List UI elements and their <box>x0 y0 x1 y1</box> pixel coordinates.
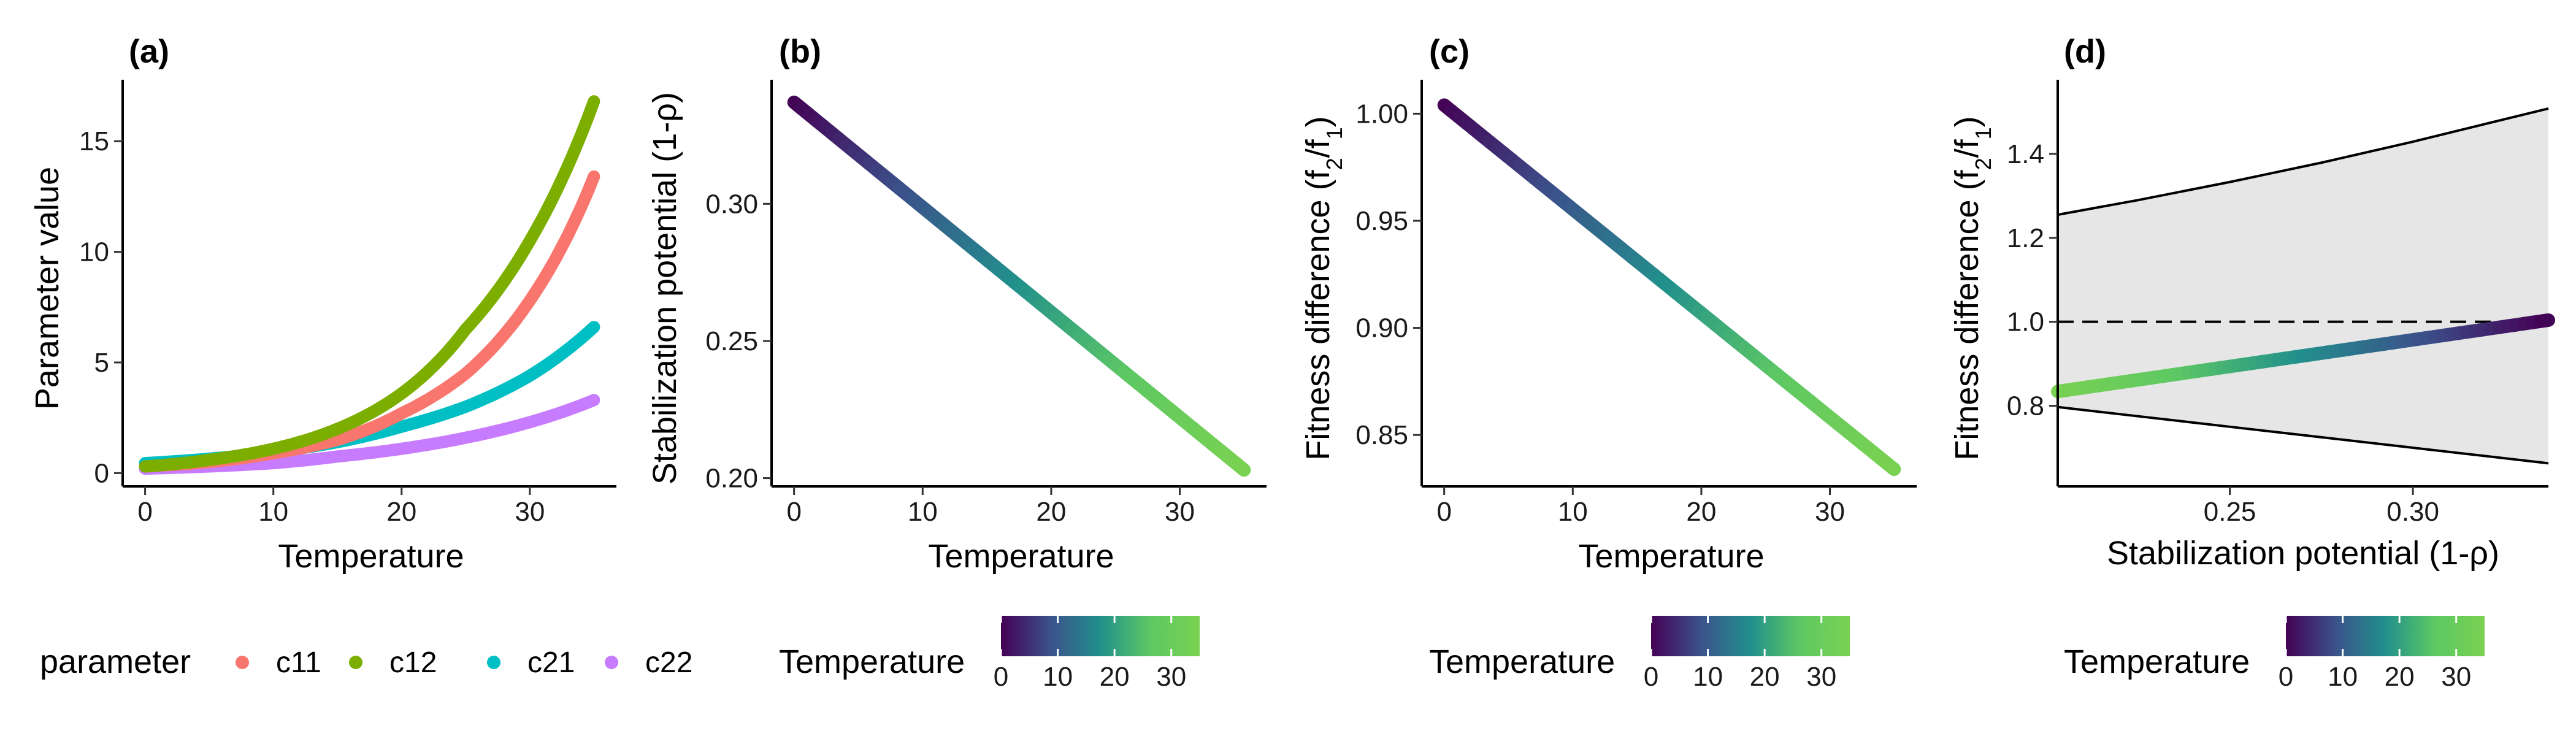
panel-d-y-tick-label: 1.4 <box>2007 139 2044 169</box>
panel-c-trajectory <box>1880 456 1901 477</box>
panel-b-y-tick-label: 0.20 <box>705 464 758 494</box>
colourbar-tick-label: 0 <box>2279 662 2293 692</box>
panel-a-plot: 0 10 20 30 0 5 10 15 <box>79 80 616 527</box>
panel-b-x-tick-label: 10 <box>908 497 938 527</box>
panel-d-x-tick-label: 0.25 <box>2204 497 2256 527</box>
legend-key-c12 <box>349 656 362 669</box>
colourbar-tick-label: 0 <box>1644 662 1658 692</box>
panel-b: (b) Stabilization potential (1-ρ) Temper… <box>646 33 1267 575</box>
panel-a-x-tick-label: 10 <box>258 497 288 527</box>
panel-c: (c) Fitness difference (f2/f1) Temperatu… <box>1300 33 1917 575</box>
temperature-colourbar <box>1001 616 1200 656</box>
legend-label-c12: c12 <box>389 646 437 679</box>
parameter-legend-items: c11 c12 c21 c22 <box>236 646 692 679</box>
panel-a-x-tick-label: 30 <box>515 497 545 527</box>
legend-key-c21 <box>487 656 500 669</box>
legend-label-c22: c22 <box>645 646 692 679</box>
panel-d-tag: (d) <box>2064 33 2106 70</box>
legend-key-c11 <box>236 656 249 669</box>
panel-d-xlabel: Stabilization potential (1-ρ) <box>2107 535 2499 572</box>
panel-b-x-tick-label: 30 <box>1165 497 1195 527</box>
panel-d-y-tick-label: 0.8 <box>2007 391 2044 421</box>
colourbar-tick-label: 20 <box>2385 662 2415 692</box>
temperature-legend-title: Temperature <box>2064 643 2250 680</box>
panel-b-ylabel: Stabilization potential (1-ρ) <box>646 92 683 485</box>
panel-c-xlabel: Temperature <box>1578 538 1764 575</box>
colourbar-tick-label: 20 <box>1750 662 1780 692</box>
legend-label-c21: c21 <box>527 646 575 679</box>
panel-c-y-tick-label: 1.00 <box>1355 99 1408 129</box>
colourbar-tick-label: 30 <box>2441 662 2471 692</box>
panel-a-xlabel: Temperature <box>278 538 464 575</box>
colourbar-tick-label: 30 <box>1806 662 1836 692</box>
temperature-legend-3: Temperature 0 10 20 30 <box>2064 616 2485 692</box>
panel-b-tag: (b) <box>779 33 821 70</box>
panel-c-y-tick-label: 0.95 <box>1355 206 1408 236</box>
panel-a-y-tick-label: 15 <box>79 126 109 156</box>
panel-a-y-tick-label: 5 <box>94 348 109 378</box>
colourbar-tick-label: 20 <box>1100 662 1130 692</box>
coexistence-lower-boundary <box>2057 405 2549 465</box>
panel-a: (a) Parameter value Temperature 0 10 20 300… <box>29 33 616 575</box>
panel-c-x-tick-label: 30 <box>1815 497 1845 527</box>
panel-d-plot: 0.25 0.30 0.8 1.0 1.2 1.4 <box>2007 80 2555 527</box>
panel-d-trajectory <box>2533 313 2555 328</box>
panel-b-plot: 0 10 20 30 0.20 0.25 0.30 <box>705 80 1267 527</box>
panel-c-x-tick-label: 20 <box>1686 497 1716 527</box>
panel-a-x-tick-label: 0 <box>137 497 152 527</box>
panel-d: (d) Fitness difference (f2/f1) Stabiliza… <box>1949 33 2555 572</box>
panel-c-tag: (c) <box>1429 33 1470 70</box>
colourbar-tick-label: 10 <box>2328 662 2358 692</box>
panel-d-x-tick-label: 0.30 <box>2386 497 2439 527</box>
legend-label-c11: c11 <box>276 646 321 679</box>
panel-c-x-tick-label: 0 <box>1436 497 1451 527</box>
panel-d-ylabel: Fitness difference (f2/f1) <box>1949 116 1996 460</box>
temperature-colourbar <box>1651 616 1850 656</box>
panel-c-ylabel: Fitness difference (f2/f1) <box>1300 116 1347 460</box>
temperature-colourbar <box>2286 616 2485 656</box>
colourbar-tick-label: 30 <box>1156 662 1186 692</box>
panel-b-xlabel: Temperature <box>928 538 1114 575</box>
panel-c-y-tick-label: 0.90 <box>1355 313 1408 343</box>
colourbar-tick-label: 0 <box>994 662 1008 692</box>
panel-a-x-tick-label: 20 <box>386 497 416 527</box>
temperature-legend-title: Temperature <box>1429 643 1615 680</box>
panel-c-plot: 0 10 20 30 0.85 0.90 0.95 1.00 <box>1355 80 1917 527</box>
panel-a-ylabel: Parameter value <box>29 167 66 410</box>
legend-key-c22 <box>605 656 618 669</box>
panel-b-x-tick-label: 0 <box>786 497 801 527</box>
panel-b-x-tick-label: 20 <box>1036 497 1066 527</box>
colourbar-tick-label: 10 <box>1043 662 1073 692</box>
temperature-legend-title: Temperature <box>779 643 965 680</box>
coexistence-region <box>2058 108 2548 464</box>
panel-d-y-tick-label: 1.2 <box>2007 223 2044 253</box>
temperature-legend-1: Temperature 0 10 20 30 <box>779 616 1200 692</box>
coexistence-upper-boundary <box>2057 107 2549 217</box>
panel-a-tag: (a) <box>129 33 169 70</box>
panel-c-y-tick-label: 0.85 <box>1355 420 1408 450</box>
panel-d-y-tick-label: 1.0 <box>2007 307 2044 337</box>
temperature-legends: Temperature 0 10 20 30 Temperature 0 10 20 30 Temp… <box>779 616 2485 692</box>
panel-b-y-tick-label: 0.30 <box>705 189 758 219</box>
series-c21-line <box>139 321 600 470</box>
parameter-legend: parameter c11 c12 c21 c22 <box>40 643 692 680</box>
panel-b-trajectory <box>1230 457 1251 477</box>
panel-c-x-tick-label: 10 <box>1558 497 1588 527</box>
panel-a-y-tick-label: 0 <box>94 458 109 488</box>
colourbar-tick-label: 10 <box>1693 662 1723 692</box>
temperature-legend-2: Temperature 0 10 20 30 <box>1429 616 1850 692</box>
parameter-legend-title: parameter <box>40 643 191 680</box>
series-c12-line <box>139 95 600 473</box>
panel-b-y-tick-label: 0.25 <box>705 326 758 356</box>
panel-a-y-tick-label: 10 <box>79 237 109 267</box>
